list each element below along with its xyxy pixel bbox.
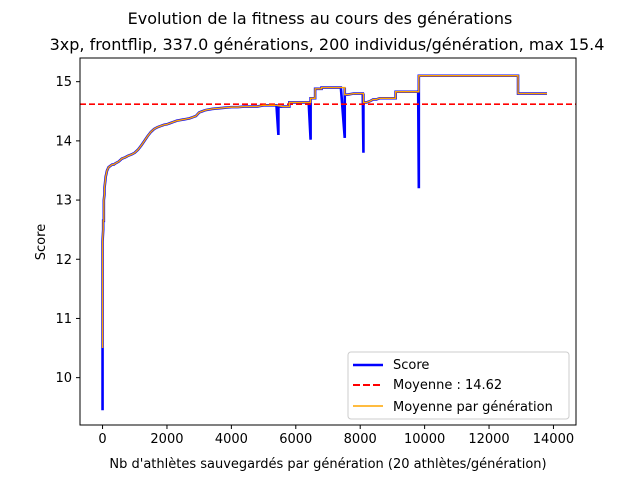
plot-frame — [79, 57, 577, 426]
y-tick-label: 14 — [55, 134, 72, 149]
y-tick-label: 13 — [55, 194, 72, 209]
legend-box — [347, 351, 570, 420]
chart-subtitle: 3xp, frontflip, 337.0 générations, 200 i… — [50, 35, 605, 54]
y-tick-label: 12 — [55, 253, 72, 268]
x-tick-label: 12000 — [468, 432, 509, 447]
x-axis-ticks: 0 2000 4000 6000 8000 10000 12000 14000 — [98, 425, 574, 447]
x-tick-label: 6000 — [279, 432, 312, 447]
x-tick-label: 10000 — [404, 432, 445, 447]
legend-label-moyenne-generation: Moyenne par génération — [393, 400, 553, 415]
y-tick-label: 15 — [55, 75, 72, 90]
legend-label-moyenne: Moyenne : 14.62 — [393, 378, 502, 393]
y-axis-label: Score — [34, 224, 49, 260]
x-tick-label: 4000 — [215, 432, 248, 447]
y-tick-label: 11 — [55, 312, 72, 327]
y-axis-ticks: 10 11 12 13 14 15 — [55, 75, 80, 386]
y-tick-label: 10 — [55, 371, 72, 386]
x-axis-label: Nb d'athlètes sauvegardés par génération… — [109, 457, 546, 472]
series-moyenne-par-g-n-ration — [101, 75, 548, 349]
legend-label-score: Score — [393, 358, 429, 373]
legend: Score Moyenne : 14.62 Moyenne par généra… — [347, 351, 570, 420]
x-tick-label: 0 — [98, 432, 106, 447]
plot-area — [80, 74, 576, 411]
x-tick-label: 2000 — [150, 432, 183, 447]
x-tick-label: 14000 — [533, 432, 574, 447]
chart-title: Evolution de la fitness au cours des gén… — [128, 9, 513, 28]
x-tick-label: 8000 — [344, 432, 377, 447]
